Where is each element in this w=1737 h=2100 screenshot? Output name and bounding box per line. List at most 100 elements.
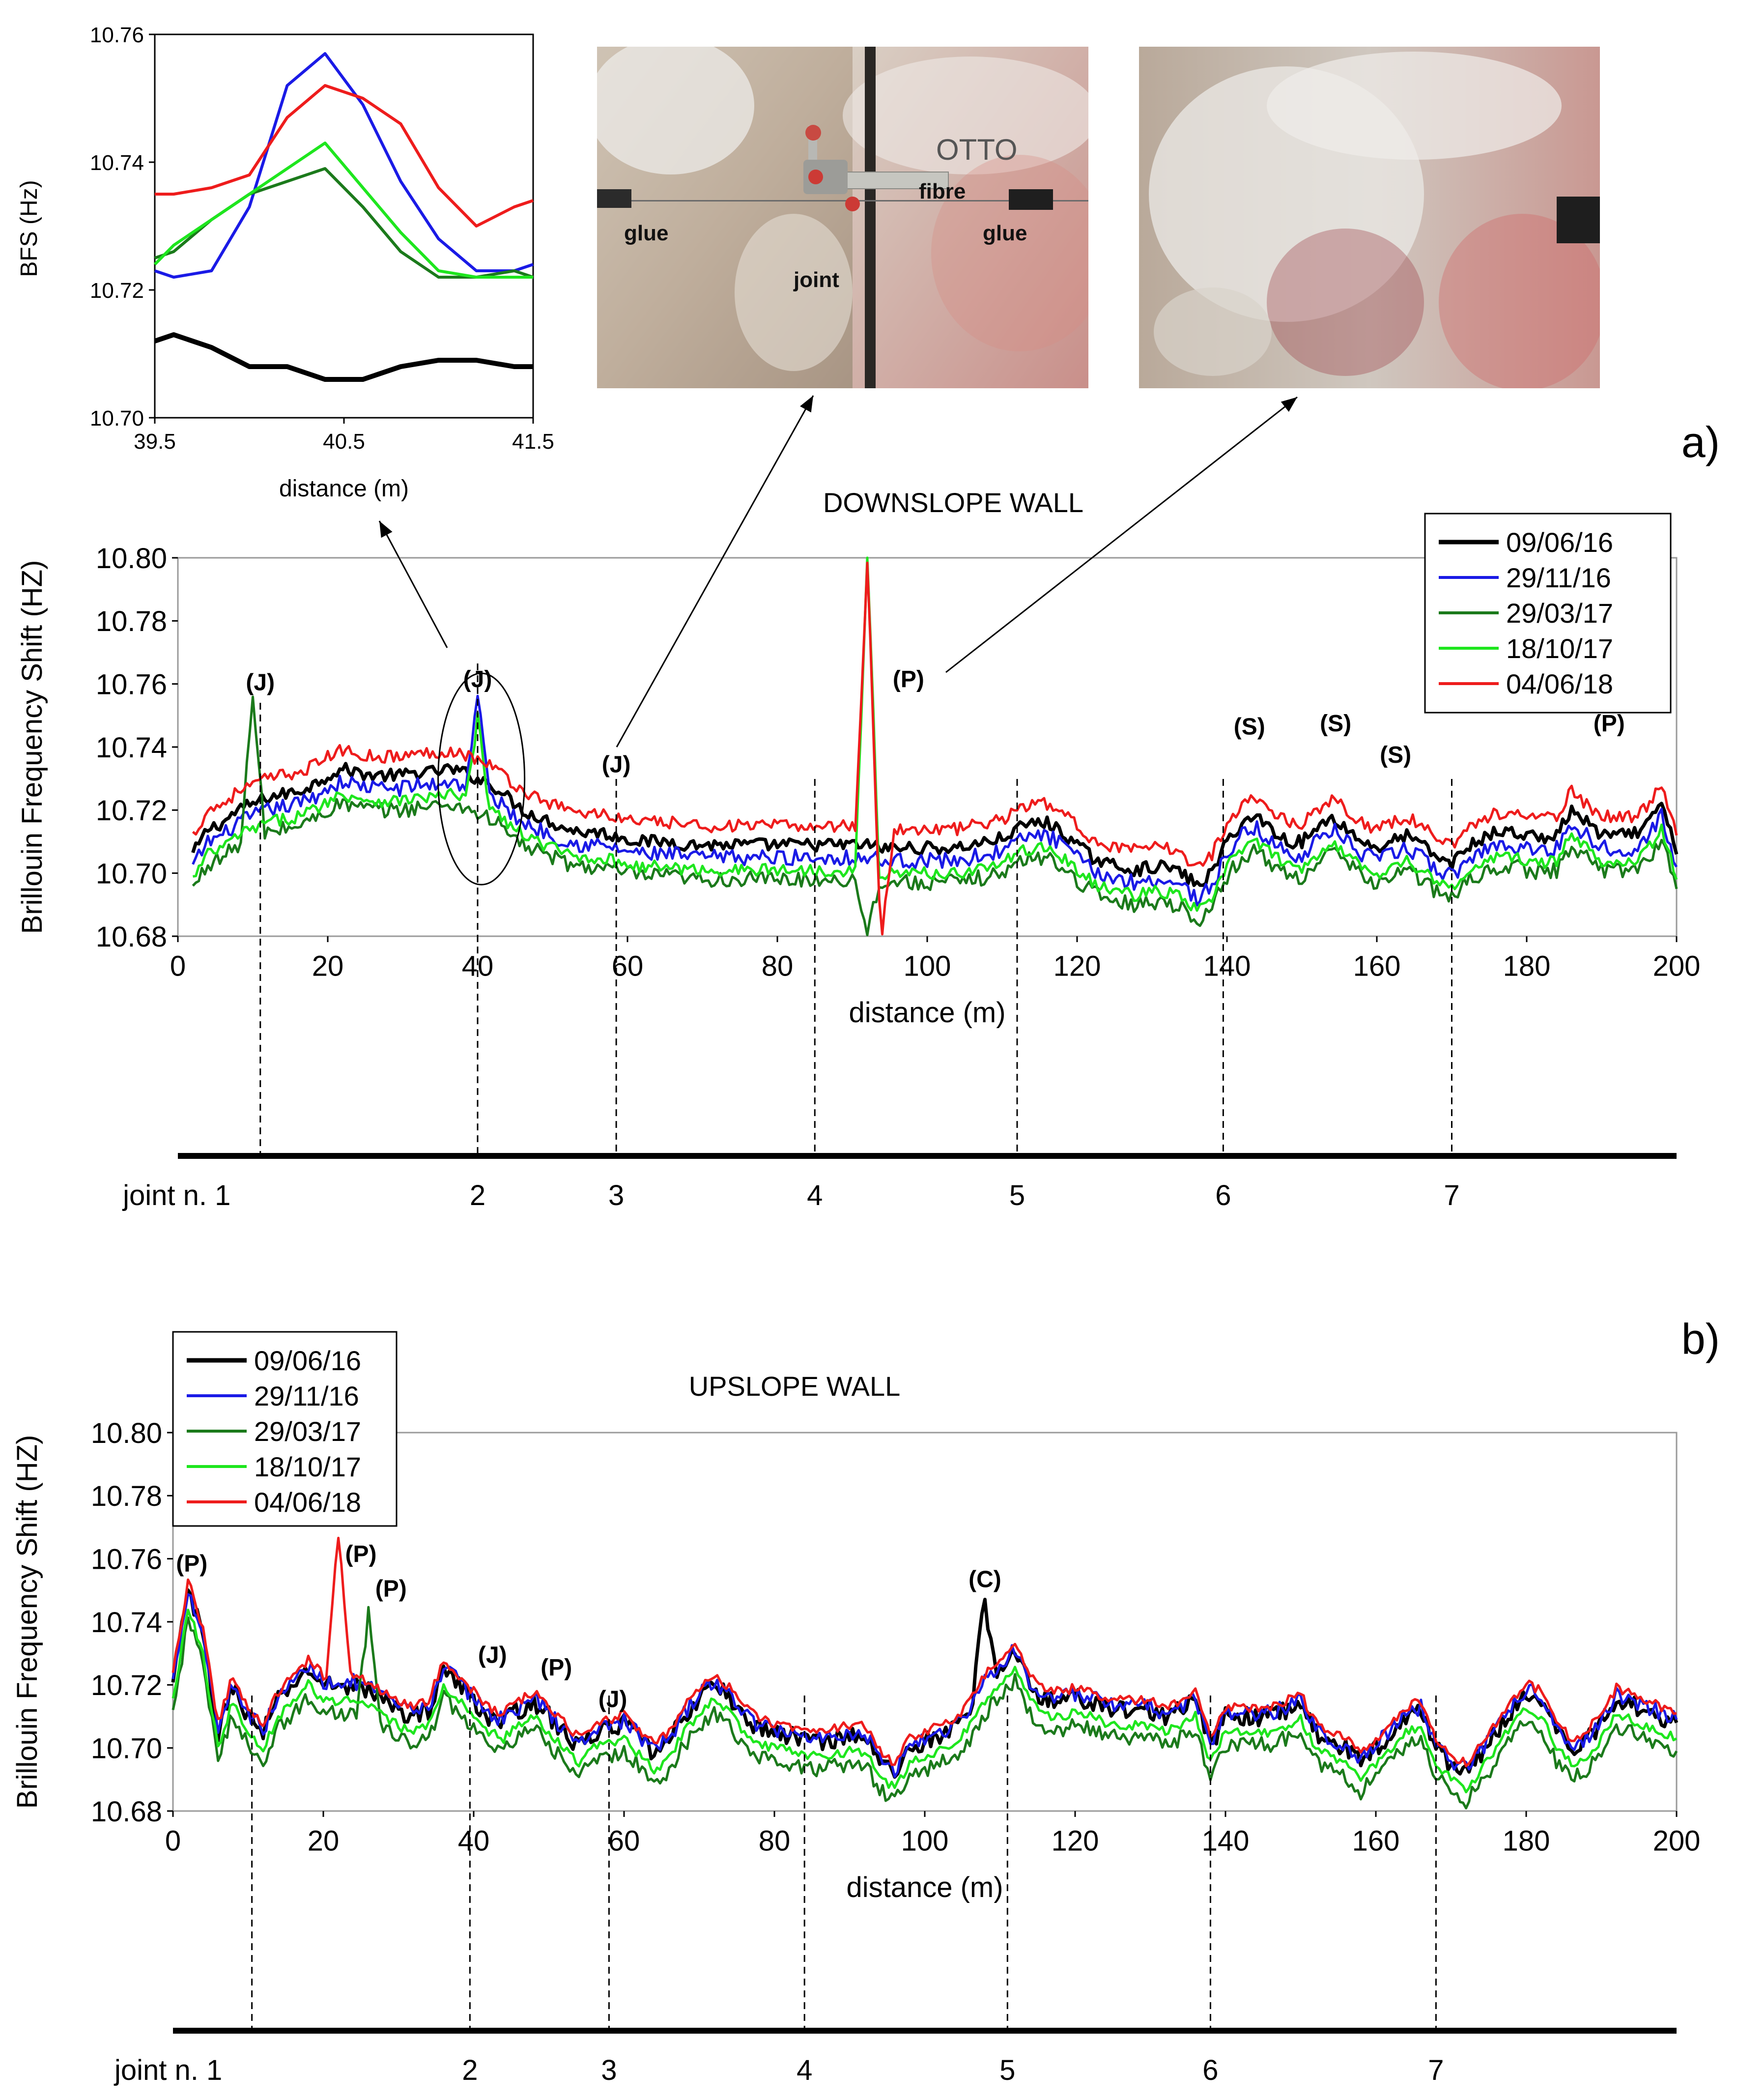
downslope-series-line-3 <box>192 695 1678 937</box>
downslope-joint-label: 3 <box>608 1179 624 1211</box>
downslope-ytick-label: 10.80 <box>96 543 167 575</box>
upslope-ytick-label: 10.68 <box>91 1796 162 1828</box>
arrow-to-joint-photo-head <box>800 396 813 413</box>
upslope-xtick-label: 120 <box>1052 1825 1099 1857</box>
inset-axes: 10.70 10.72 10.74 10.76 39.5 40.5 41.5 <box>90 23 554 454</box>
upslope-annotation: (P) <box>345 1541 377 1567</box>
inset-y-axis-label: BFS (Hz) <box>16 180 42 277</box>
upslope-series-line-4 <box>171 1609 1678 1793</box>
upslope-joint-label: 3 <box>601 2054 617 2086</box>
photo-joint-image: OTTO <box>597 47 1088 388</box>
upslope-legend-label: 09/06/16 <box>254 1345 361 1376</box>
downslope-xtick-label: 80 <box>762 950 794 982</box>
upslope-xtick-label: 140 <box>1202 1825 1250 1857</box>
downslope-series-line-5 <box>192 561 1678 936</box>
upslope-joint-label: joint n. 1 <box>114 2054 222 2086</box>
downslope-xtick-label: 180 <box>1503 950 1551 982</box>
photo-pipe-image <box>1139 47 1600 388</box>
arrow-to-pipe-photo-head <box>1281 397 1297 412</box>
downslope-y-axis-label: Brillouin Frequency Shift (HZ) <box>16 560 48 934</box>
downslope-legend-label: 04/06/18 <box>1506 668 1613 699</box>
upslope-xtick-label: 40 <box>458 1825 490 1857</box>
inset-ytick-label: 10.76 <box>90 23 144 47</box>
arrow-to-inset <box>378 520 448 648</box>
downslope-annotation: (S) <box>1380 742 1411 768</box>
arrow-to-inset-head <box>379 521 393 538</box>
upslope-joint-label: 4 <box>797 2054 812 2086</box>
downslope-series-line-4 <box>193 556 1678 912</box>
downslope-joint-label: 4 <box>807 1179 823 1211</box>
inset-ytick-label: 10.72 <box>90 279 144 303</box>
upslope-ytick-label: 10.78 <box>91 1480 162 1512</box>
upslope-legend-label: 04/06/18 <box>254 1487 361 1518</box>
downslope-legend-label: 29/11/16 <box>1506 562 1611 593</box>
upslope-annotation: (J) <box>478 1642 507 1668</box>
upslope-ytick-label: 10.72 <box>91 1669 162 1701</box>
downslope-series-line-1 <box>191 762 1679 887</box>
downslope-annotation: (P) <box>1594 711 1625 737</box>
downslope-annotation: (S) <box>1234 714 1265 740</box>
upslope-xtick-label: 0 <box>165 1825 181 1857</box>
downslope-series-line-2 <box>192 694 1678 907</box>
downslope-xtick-label: 40 <box>462 950 494 982</box>
chart-layer: 10.70 10.72 10.74 10.76 39.5 40.5 41.5 distance… <box>11 23 1720 2086</box>
inset-series-line-1 <box>154 332 533 382</box>
downslope-axes: 10.68 10.70 10.72 10.74 10.76 10.78 10.80 0 20 40… <box>96 543 1701 982</box>
downslope-ytick-label: 10.76 <box>96 669 167 701</box>
downslope-title: DOWNSLOPE WALL <box>823 487 1083 518</box>
upslope-annotation: (J) <box>598 1686 627 1712</box>
label-glue-left: glue <box>624 221 669 245</box>
upslope-series-line-2 <box>171 1593 1678 1778</box>
upslope-joint-label: 5 <box>999 2054 1015 2086</box>
upslope-joint-label: 6 <box>1202 2054 1218 2086</box>
downslope-xtick-label: 20 <box>312 950 344 982</box>
inset-series-line-4 <box>153 142 533 279</box>
upslope-annotation: (P) <box>375 1576 407 1602</box>
downslope-legend-label: 29/03/17 <box>1506 598 1613 629</box>
downslope-annotation: (P) <box>893 666 924 692</box>
upslope-xtick-label: 100 <box>901 1825 949 1857</box>
inset-x-axis-label: distance (m) <box>279 476 409 502</box>
upslope-x-axis-label: distance (m) <box>846 1871 1003 1903</box>
upslope-legend-box <box>172 1331 398 1527</box>
inset-xtick-label: 39.5 <box>134 430 176 454</box>
inset-series-line-5 <box>155 84 534 228</box>
inset-ytick-label: 10.74 <box>90 151 144 175</box>
upslope-series-line-3 <box>171 1606 1678 1810</box>
downslope-ytick-label: 10.78 <box>96 605 167 637</box>
upslope-annotation: (C) <box>968 1566 1001 1592</box>
upslope-joint-label: 2 <box>462 2054 478 2086</box>
wall-marking: OTTO <box>936 133 1018 166</box>
upslope-xtick-label: 200 <box>1653 1825 1701 1857</box>
upslope-ytick-label: 10.74 <box>91 1607 162 1639</box>
label-glue-right: glue <box>983 221 1027 245</box>
upslope-joint-label: 7 <box>1428 2054 1444 2086</box>
downslope-xtick-label: 140 <box>1203 950 1251 982</box>
downslope-legend-label: 09/06/16 <box>1506 527 1613 558</box>
downslope-xtick-label: 160 <box>1353 950 1401 982</box>
inset-ytick-label: 10.70 <box>90 406 144 431</box>
arrow-to-joint-photo <box>616 395 814 748</box>
upslope-axes: 10.68 10.70 10.72 10.74 10.76 10.78 10.80 0 20 40… <box>91 1417 1701 1857</box>
inset-series-line-3 <box>154 167 534 279</box>
inset-xtick-label: 41.5 <box>512 430 554 454</box>
label-fibre: fibre <box>919 179 966 203</box>
downslope-annotation: (J) <box>246 670 275 696</box>
downslope-joint-label: 5 <box>1009 1179 1025 1211</box>
upslope-ytick-label: 10.76 <box>91 1544 162 1576</box>
downslope-annotation: (J) <box>602 751 631 777</box>
downslope-xtick-label: 200 <box>1653 950 1701 982</box>
upslope-series-line-5 <box>171 1536 1677 1768</box>
upslope-xtick-label: 20 <box>308 1825 340 1857</box>
upslope-ytick-label: 10.80 <box>91 1417 162 1449</box>
downslope-highlight-ellipse <box>437 672 526 886</box>
arrow-to-pipe-photo <box>945 396 1298 673</box>
upslope-xtick-label: 80 <box>759 1825 791 1857</box>
upslope-annotation: (P) <box>541 1655 572 1681</box>
inset-series-line-2 <box>154 52 534 279</box>
downslope-xtick-label: 120 <box>1054 950 1101 982</box>
downslope-ytick-label: 10.74 <box>96 732 167 764</box>
downslope-x-axis-label: distance (m) <box>849 997 1005 1029</box>
downslope-joint-label: 2 <box>470 1179 485 1211</box>
